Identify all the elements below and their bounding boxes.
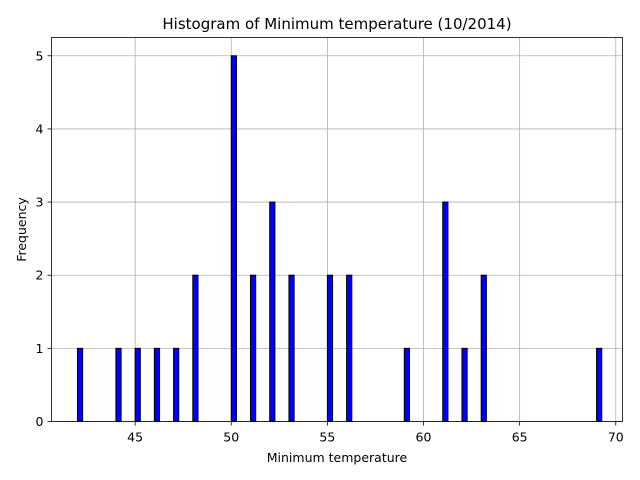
y-tick-label: 0 (36, 414, 44, 429)
y-tick-label: 1 (36, 341, 44, 356)
y-axis-label: Frequency (14, 197, 29, 262)
histogram-bar (76, 347, 84, 423)
x-tick-label: 60 (416, 430, 432, 445)
y-tick-label: 5 (36, 48, 44, 63)
histogram-bar (461, 347, 468, 423)
histogram-bar (249, 274, 257, 423)
histogram-bar (134, 347, 141, 423)
x-tick-label: 50 (223, 430, 239, 445)
x-axis-ticks: 45 50 55 60 65 70 (127, 421, 624, 445)
x-tick-label: 55 (319, 430, 335, 445)
histogram-bar (115, 347, 122, 423)
y-tick-label: 2 (36, 268, 44, 283)
histogram-bar (326, 274, 334, 423)
histogram-bar (442, 201, 449, 422)
y-axis-ticks: 0 1 2 3 4 5 (36, 48, 52, 429)
x-tick-label: 45 (127, 430, 143, 445)
histogram-bar (596, 347, 603, 423)
histogram-bar (288, 274, 295, 423)
x-tick-label: 70 (608, 430, 624, 445)
x-tick-label: 65 (512, 430, 528, 445)
y-tick-label: 4 (36, 121, 44, 136)
plot-frame (51, 37, 623, 422)
histogram-bar (173, 347, 180, 423)
histogram-bar (346, 274, 353, 423)
histogram-bar (230, 55, 237, 423)
histogram-bar (403, 347, 410, 423)
x-axis-label: Minimum temperature (267, 450, 408, 465)
histogram-bar (480, 274, 487, 423)
histogram-bar (192, 274, 199, 423)
histogram-bar (269, 201, 276, 422)
histogram-bars (76, 55, 603, 423)
y-tick-label: 3 (36, 195, 44, 210)
chart-title: Histogram of Minimum temperature (10/201… (162, 15, 511, 33)
histogram-bar (153, 347, 161, 423)
